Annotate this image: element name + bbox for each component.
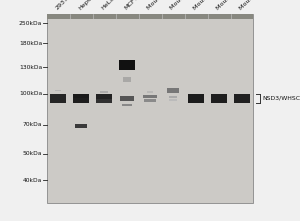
Bar — [46, 14, 253, 203]
Bar — [144, 99, 156, 102]
Text: Mouse brain: Mouse brain — [169, 0, 201, 11]
Bar — [169, 96, 177, 98]
Text: NSD3/WHSC1L1: NSD3/WHSC1L1 — [262, 96, 300, 101]
Bar — [96, 99, 112, 103]
Text: 180kDa: 180kDa — [19, 41, 42, 46]
Text: Mouse spleen: Mouse spleen — [193, 0, 227, 11]
Bar — [211, 94, 227, 103]
Bar — [100, 91, 108, 93]
Text: Mouse kidney: Mouse kidney — [215, 0, 250, 11]
Text: HeLa: HeLa — [100, 0, 116, 11]
Bar — [119, 60, 135, 70]
Bar — [147, 91, 153, 93]
Text: 100kDa: 100kDa — [19, 91, 42, 96]
Bar — [120, 96, 134, 101]
Bar — [73, 98, 89, 103]
Text: 50kDa: 50kDa — [22, 151, 42, 156]
Bar — [188, 94, 205, 103]
Text: Mouse lung: Mouse lung — [238, 0, 268, 11]
Bar — [122, 104, 132, 106]
Text: 250kDa: 250kDa — [19, 21, 42, 26]
Bar — [96, 94, 112, 99]
Text: 70kDa: 70kDa — [22, 122, 42, 127]
Bar — [143, 95, 157, 98]
Text: 130kDa: 130kDa — [19, 65, 42, 70]
Bar — [46, 14, 253, 19]
Text: HepG2: HepG2 — [77, 0, 96, 11]
Bar — [73, 94, 89, 99]
Bar — [234, 94, 250, 103]
Bar — [76, 124, 86, 128]
Bar — [50, 94, 66, 103]
Bar — [55, 90, 61, 91]
Text: 40kDa: 40kDa — [23, 178, 42, 183]
Bar — [123, 77, 131, 82]
Bar — [167, 88, 179, 93]
Text: MCF7: MCF7 — [124, 0, 140, 11]
Text: Mouse liver: Mouse liver — [146, 0, 176, 11]
Bar — [169, 99, 177, 101]
Text: 293T: 293T — [55, 0, 69, 11]
